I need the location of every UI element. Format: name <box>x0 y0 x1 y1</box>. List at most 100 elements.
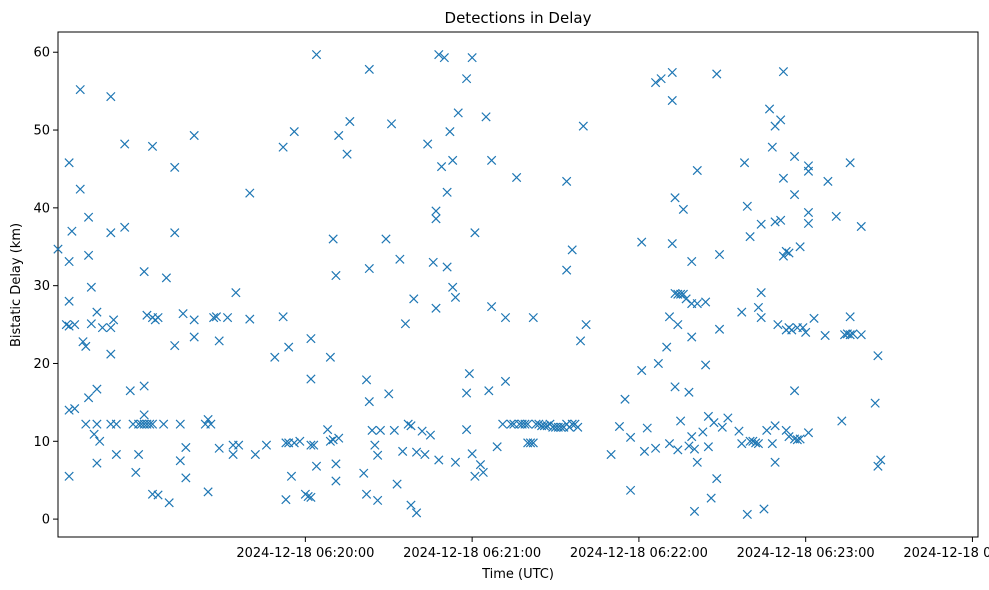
data-point <box>398 446 408 457</box>
data-point <box>411 508 422 518</box>
data-point <box>670 382 680 392</box>
data-point <box>178 309 188 319</box>
data-point <box>700 297 711 307</box>
data-point <box>753 439 764 449</box>
data-point <box>170 162 180 173</box>
data-point <box>395 254 405 264</box>
data-point <box>831 211 841 222</box>
data-point <box>373 450 383 460</box>
data-point <box>803 166 814 176</box>
data-point <box>759 504 769 514</box>
data-point <box>692 165 702 176</box>
data-point <box>737 439 747 449</box>
data-point <box>175 419 185 429</box>
data-point <box>106 349 116 359</box>
data-point <box>147 141 158 152</box>
data-point <box>656 74 666 84</box>
data-point <box>562 176 572 187</box>
data-point <box>306 440 316 450</box>
data-point <box>664 312 675 322</box>
data-point <box>250 449 260 460</box>
data-point <box>803 207 814 218</box>
data-point <box>573 422 583 432</box>
y-tick-label: 50 <box>33 124 50 139</box>
data-point <box>712 69 722 79</box>
data-point <box>431 303 441 313</box>
data-point <box>506 419 516 429</box>
data-point <box>845 330 855 340</box>
data-point <box>461 388 472 398</box>
data-point <box>70 319 80 330</box>
data-point <box>625 485 636 495</box>
data-point <box>131 467 141 478</box>
data-point <box>748 436 758 446</box>
data-point <box>639 446 650 457</box>
data-point <box>475 460 486 470</box>
data-point <box>142 310 152 320</box>
data-point <box>606 449 616 460</box>
data-point <box>281 438 291 448</box>
y-axis: 0 10 20 30 40 50 60 <box>33 46 58 528</box>
data-point <box>470 471 480 481</box>
data-point <box>234 440 244 450</box>
data-point <box>542 421 552 431</box>
data-point <box>411 447 422 457</box>
data-point <box>420 449 430 460</box>
data-point <box>400 319 411 329</box>
data-point <box>681 294 691 304</box>
data-point <box>81 419 91 429</box>
data-point <box>764 104 775 114</box>
data-point <box>664 439 675 449</box>
data-point <box>876 455 886 465</box>
data-point <box>364 396 374 407</box>
data-point <box>525 438 536 448</box>
data-point <box>795 242 805 252</box>
data-point <box>64 321 74 331</box>
data-point <box>108 315 119 325</box>
data-point <box>823 176 833 187</box>
data-point <box>75 184 85 194</box>
data-point <box>170 340 180 351</box>
data-point <box>742 509 752 520</box>
data-point <box>678 289 689 299</box>
data-point <box>189 130 199 141</box>
data-point <box>684 387 694 397</box>
data-point <box>189 332 199 342</box>
x-tick-label: 2024-12-18 06:24:00 <box>903 546 989 561</box>
data-point <box>492 442 502 452</box>
data-point <box>481 112 491 122</box>
data-point <box>687 431 697 442</box>
y-tick-label: 60 <box>33 46 50 61</box>
data-point <box>278 142 288 152</box>
chart-title: Detections in Delay <box>445 9 592 27</box>
data-point <box>209 312 219 323</box>
data-point <box>111 449 121 460</box>
data-point <box>442 187 452 197</box>
data-point <box>295 436 305 446</box>
data-point <box>689 444 700 454</box>
data-point <box>667 239 677 249</box>
data-point <box>781 425 791 436</box>
data-point <box>578 121 588 131</box>
data-point <box>270 352 280 362</box>
data-point <box>461 74 472 84</box>
data-point <box>837 416 847 426</box>
data-point <box>231 288 241 298</box>
data-point <box>245 314 255 324</box>
data-point <box>745 436 755 446</box>
data-point <box>778 67 789 77</box>
data-point <box>133 449 144 460</box>
data-point <box>189 315 199 325</box>
data-point <box>714 324 725 334</box>
data-point <box>778 173 789 183</box>
data-point <box>367 425 377 436</box>
data-point <box>756 219 766 229</box>
data-point <box>334 433 344 443</box>
plot-area <box>57 31 979 538</box>
data-point <box>61 319 71 330</box>
data-point <box>364 64 374 74</box>
data-point <box>467 449 477 459</box>
data-point <box>361 489 372 499</box>
data-point <box>478 467 488 478</box>
